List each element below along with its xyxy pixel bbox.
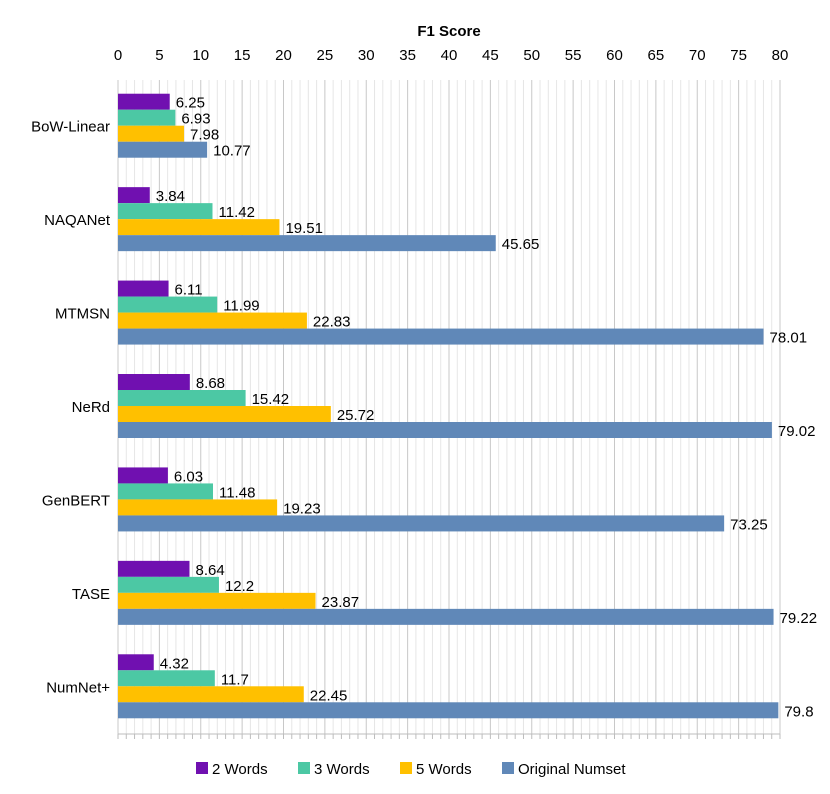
bar xyxy=(118,125,185,142)
x-tick-label: 5 xyxy=(155,47,163,64)
x-tick-label: 45 xyxy=(482,47,499,64)
category-label: NAQANet xyxy=(44,212,111,229)
bar-value-label: 73.25 xyxy=(730,516,768,533)
category-labels: BoW-Linear NAQANet MTMSN NeRd GenBERT TASE Num… xyxy=(31,119,111,697)
legend-swatch xyxy=(196,762,208,774)
category-label: BoW-Linear xyxy=(31,119,110,136)
bar xyxy=(118,141,208,158)
bar-value-label: 15.42 xyxy=(252,391,290,408)
bar xyxy=(118,483,213,500)
x-tick-label: 70 xyxy=(689,47,706,64)
x-tick-label: 80 xyxy=(772,47,789,64)
bar-value-label: 6.93 xyxy=(181,111,210,128)
bar xyxy=(118,654,154,671)
bar xyxy=(118,187,150,204)
bar xyxy=(118,374,190,390)
bar xyxy=(118,422,772,438)
bar xyxy=(118,608,774,625)
x-tick-label: 60 xyxy=(606,47,623,64)
bar xyxy=(118,296,218,313)
bar xyxy=(118,702,779,719)
bar xyxy=(118,670,215,687)
bar-value-label: 11.42 xyxy=(219,204,255,221)
bar-value-label: 6.11 xyxy=(175,282,203,299)
bar-value-label: 10.77 xyxy=(213,143,251,160)
bar xyxy=(118,219,280,236)
x-tick-label: 35 xyxy=(399,47,416,64)
bar-value-label: 22.45 xyxy=(310,687,348,704)
bar-value-label: 22.83 xyxy=(313,314,351,331)
x-tick-label: 50 xyxy=(523,47,540,64)
legend-swatch xyxy=(502,762,514,774)
bar-value-label: 11.99 xyxy=(223,298,259,315)
legend-label: 3 Words xyxy=(314,761,370,778)
bar-value-label: 19.23 xyxy=(283,500,321,517)
bar-value-label: 78.01 xyxy=(770,330,808,347)
legend-label: 2 Words xyxy=(212,761,268,778)
bar xyxy=(118,235,496,252)
bar-value-label: 6.25 xyxy=(176,95,205,112)
x-tick-label: 15 xyxy=(234,47,251,64)
legend-swatch xyxy=(400,762,412,774)
x-tick-label: 20 xyxy=(275,47,292,64)
category-label: NumNet+ xyxy=(46,679,110,696)
bar-value-label: 8.64 xyxy=(195,562,224,579)
bar xyxy=(118,93,170,110)
bar-value-label: 7.98 xyxy=(190,127,219,144)
bar-value-label: 11.7 xyxy=(221,671,249,688)
bar xyxy=(118,499,278,516)
legend: 2 Words 3 Words 5 Words Original Numset xyxy=(196,761,626,778)
bar-value-label: 23.87 xyxy=(322,594,360,611)
chart-title: F1 Score xyxy=(417,23,480,40)
category-label: TASE xyxy=(72,586,110,603)
bar xyxy=(118,109,176,126)
x-tick-label: 25 xyxy=(317,47,334,64)
x-tick-label: 40 xyxy=(441,47,458,64)
bars xyxy=(118,93,779,719)
legend-label: Original Numset xyxy=(518,761,626,778)
bar-value-label: 79.02 xyxy=(778,423,816,440)
bar xyxy=(118,328,764,345)
bar-value-label: 45.65 xyxy=(502,236,540,253)
bar-value-label: 6.03 xyxy=(174,468,203,485)
bar-value-label: 12.2 xyxy=(225,578,254,595)
x-tick-label: 30 xyxy=(358,47,375,64)
bar xyxy=(118,686,304,703)
bar xyxy=(118,312,307,329)
bar-value-label: 19.51 xyxy=(285,220,323,237)
bar xyxy=(118,592,316,609)
bar xyxy=(118,515,725,532)
x-tick-label: 65 xyxy=(648,47,665,64)
bar xyxy=(118,280,169,297)
bar xyxy=(118,560,190,577)
bar xyxy=(118,203,213,220)
legend-label: 5 Words xyxy=(416,761,472,778)
bar-value-label: 79.22 xyxy=(780,610,818,627)
x-tick-label: 55 xyxy=(565,47,582,64)
category-label: MTMSN xyxy=(55,306,110,323)
legend-swatch xyxy=(298,762,310,774)
bar-value-label: 11.48 xyxy=(219,484,255,501)
bar xyxy=(118,390,246,406)
bar-value-label: 25.72 xyxy=(337,407,375,424)
x-axis-ticks: 0 5 10 15 20 25 30 35 40 45 50 55 60 65 70 75 80 xyxy=(114,47,789,64)
bar-value-label: 8.68 xyxy=(196,375,225,392)
x-tick-label: 10 xyxy=(192,47,209,64)
category-label: GenBERT xyxy=(42,492,110,509)
bar-value-label: 79.8 xyxy=(784,703,813,720)
category-label: NeRd xyxy=(72,399,110,416)
bar xyxy=(118,467,168,484)
bar xyxy=(118,406,331,422)
x-tick-label: 75 xyxy=(730,47,747,64)
bar-value-label: 3.84 xyxy=(156,188,185,205)
bar xyxy=(118,576,219,593)
x-tick-label: 0 xyxy=(114,47,122,64)
bar-value-label: 4.32 xyxy=(160,655,189,672)
